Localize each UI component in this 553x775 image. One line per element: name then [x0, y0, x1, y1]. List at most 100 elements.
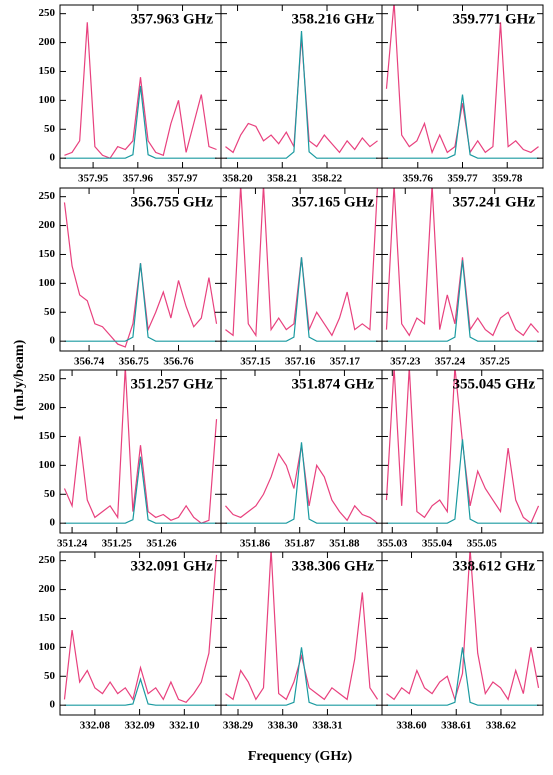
y-tick-label: 100	[39, 641, 56, 653]
x-tick-label: 355.05	[467, 538, 498, 550]
x-tick-label: 338.60	[396, 720, 427, 732]
x-tick-label: 351.86	[240, 538, 271, 550]
y-tick-label: 150	[39, 65, 56, 77]
panel: 0 50 100 150 200 250 351.24 351.25 351.26 351.257…	[39, 369, 222, 550]
spectrum-line	[225, 36, 378, 154]
panel-title: 351.874 GHz	[292, 376, 375, 392]
x-tick-label: 351.88	[329, 538, 360, 550]
spectrum-line	[386, 94, 539, 159]
spectrum-line	[386, 647, 539, 706]
panel-title: 357.165 GHz	[292, 194, 375, 210]
y-tick-label: 50	[44, 306, 56, 318]
y-tick-label: 250	[39, 554, 56, 566]
spectrum-line	[386, 439, 539, 524]
y-tick-label: 0	[50, 699, 56, 711]
x-tick-label: 355.03	[377, 538, 408, 550]
y-tick-label: 50	[44, 670, 56, 682]
plot-area	[385, 370, 540, 525]
panel-title: 351.257 GHz	[131, 376, 214, 392]
spectrum-line	[64, 85, 217, 159]
spectrum-line	[225, 445, 378, 524]
x-tick-label: 356.74	[74, 356, 105, 368]
plot-area	[63, 554, 218, 706]
panel: 0 50 100 150 200 250 332.08 332.09 332.10 332.091…	[39, 551, 222, 732]
plot-area	[64, 22, 217, 159]
panel-frame	[220, 4, 383, 169]
x-tick-label: 357.15	[240, 356, 271, 368]
y-axis-label: I (mJy/beam)	[12, 339, 27, 420]
x-tick-label: 359.77	[447, 173, 478, 185]
panel: 357.23 357.24 357.25 357.241 GHz	[381, 187, 544, 368]
x-tick-label: 332.08	[80, 720, 111, 732]
x-tick-label: 338.30	[268, 720, 299, 732]
y-tick-label: 50	[44, 123, 56, 135]
y-tick-label: 100	[39, 277, 56, 289]
x-tick-label: 338.31	[312, 720, 342, 732]
panel-title: 357.963 GHz	[131, 11, 214, 27]
x-tick-label: 332.10	[169, 720, 200, 732]
plot-area	[386, 552, 540, 706]
x-tick-label: 357.97	[167, 173, 198, 185]
spectrum-line	[64, 677, 217, 706]
y-tick-label: 150	[39, 248, 56, 260]
x-tick-label: 338.29	[223, 720, 254, 732]
spectrum-line	[225, 442, 378, 524]
spectrum-line	[386, 552, 540, 702]
x-tick-label: 356.76	[163, 356, 194, 368]
panel-title: 332.091 GHz	[131, 558, 214, 574]
panel-title: 338.612 GHz	[453, 558, 536, 574]
spectrum-line	[225, 257, 378, 342]
panel-title: 359.771 GHz	[453, 11, 536, 27]
x-tick-label: 357.17	[330, 356, 361, 368]
spectrum-line	[225, 30, 378, 159]
x-tick-label: 357.25	[480, 356, 511, 368]
x-tick-label: 358.21	[267, 173, 297, 185]
spectrum-line	[64, 263, 217, 342]
spectrum-line	[63, 370, 218, 524]
y-tick-label: 200	[39, 219, 56, 231]
spectrum-line	[64, 456, 217, 524]
spectrum-line	[225, 647, 378, 706]
spectrum-line	[385, 188, 539, 337]
panel-frame	[381, 369, 544, 534]
x-tick-label: 338.62	[486, 720, 517, 732]
plot-area	[385, 188, 539, 342]
plot-area	[225, 442, 378, 524]
x-tick-label: 338.61	[441, 720, 471, 732]
panel: 338.29 338.30 338.31 338.306 GHz	[220, 551, 383, 732]
y-tick-label: 250	[39, 372, 56, 384]
y-tick-label: 200	[39, 583, 56, 595]
panel: 351.86 351.87 351.88 351.874 GHz	[220, 369, 383, 550]
y-tick-label: 250	[39, 7, 56, 19]
spectrum-line	[64, 22, 217, 159]
spectrum-line	[385, 5, 539, 155]
y-tick-label: 100	[39, 459, 56, 471]
panel-frame	[59, 187, 222, 352]
x-tick-label: 351.87	[285, 538, 316, 550]
x-tick-label: 359.76	[403, 173, 434, 185]
x-tick-label: 357.96	[123, 173, 154, 185]
panel: 0 50 100 150 200 250 356.74 356.75 356.76 356.755…	[39, 187, 222, 368]
x-tick-label: 356.75	[119, 356, 150, 368]
plot-area	[225, 552, 379, 706]
x-tick-label: 359.78	[492, 173, 523, 185]
x-axis-label: Frequency (GHz)	[248, 749, 353, 764]
y-tick-label: 150	[39, 612, 56, 624]
plot-area	[225, 188, 378, 342]
x-tick-label: 358.22	[312, 173, 343, 185]
x-tick-label: 351.26	[146, 538, 177, 550]
spectrum-line	[225, 552, 379, 701]
panel-frame	[59, 369, 222, 534]
panel-title: 358.216 GHz	[292, 11, 375, 27]
y-tick-label: 50	[44, 488, 56, 500]
y-tick-label: 200	[39, 36, 56, 48]
plot-area	[63, 370, 218, 524]
panel: 358.20 358.21 358.22 358.216 GHz	[220, 4, 383, 185]
y-tick-label: 150	[39, 430, 56, 442]
y-tick-label: 0	[50, 517, 56, 529]
plot-area	[385, 5, 539, 159]
y-tick-label: 0	[50, 152, 56, 164]
panel-title: 356.755 GHz	[131, 194, 214, 210]
plot-area	[63, 202, 218, 348]
